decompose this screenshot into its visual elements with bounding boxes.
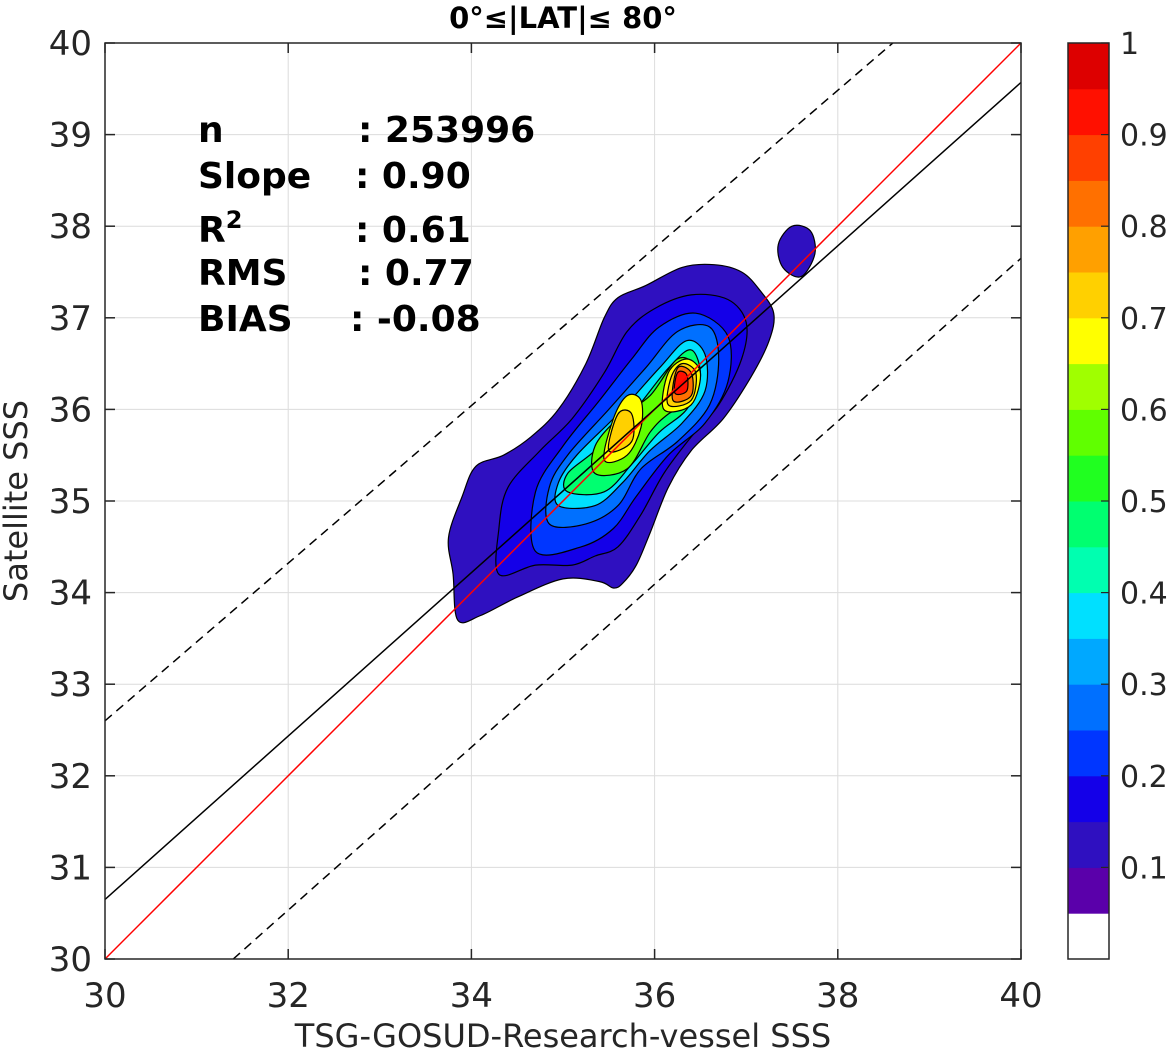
stat-value: : -0.08 — [350, 299, 481, 340]
chart-title: 0°≤|LAT|≤ 80° — [449, 1, 677, 35]
y-tick-label: 38 — [49, 207, 92, 247]
colorbar-cell — [1068, 821, 1109, 868]
colorbar-tick-label: 0.2 — [1120, 760, 1168, 795]
colorbar-cell — [1068, 226, 1109, 273]
colorbar-cell — [1068, 867, 1109, 914]
x-tick-label: 40 — [999, 976, 1042, 1016]
x-tick-label: 36 — [633, 976, 676, 1016]
y-tick-label: 37 — [49, 299, 92, 339]
y-tick-label: 35 — [49, 482, 92, 522]
stat-superscript: 2 — [226, 206, 243, 234]
grid — [104, 42, 1022, 960]
stat-label: BIAS — [198, 299, 293, 340]
colorbar-tick-label: 0.6 — [1120, 393, 1168, 428]
colorbar-cell — [1068, 409, 1109, 456]
y-tick-label: 32 — [49, 757, 92, 797]
colorbar-cell — [1068, 272, 1109, 319]
colorbar-cell — [1068, 180, 1109, 227]
colorbar-cell — [1068, 592, 1109, 639]
x-tick-label: 38 — [816, 976, 859, 1016]
colorbar-cell — [1068, 546, 1109, 594]
colorbar-cell — [1068, 501, 1109, 548]
colorbar-tick-label: 0.5 — [1120, 485, 1168, 520]
colorbar-cell — [1068, 730, 1109, 777]
reference-lines — [105, 43, 1021, 959]
stat-value: : 253996 — [358, 110, 535, 151]
colorbar-cell — [1068, 684, 1109, 731]
colorbar-tick-label: 0.8 — [1120, 210, 1168, 245]
stat-label: Slope — [198, 156, 311, 197]
stat-value: : 0.77 — [358, 253, 474, 294]
one-to-one-line — [105, 43, 1021, 959]
colorbar-tick-label: 0.3 — [1120, 668, 1168, 703]
y-tick-label: 30 — [49, 940, 92, 980]
stat-label: n — [198, 110, 224, 151]
y-tick-label: 40 — [49, 24, 92, 64]
x-tick-label: 32 — [267, 976, 310, 1016]
colorbar-cell — [1068, 134, 1109, 181]
density-contours — [447, 224, 816, 624]
contour-band — [777, 224, 816, 278]
axis-ticks: 30 32 34 36 38 40 30 31 32 33 34 35 36 37 38 39 40 — [49, 24, 1043, 1016]
colorbar: 0.1 0.2 0.3 0.4 0.5 0.6 0.7 0.8 0.9 1 — [1067, 27, 1168, 960]
colorbar-tick-label: 0.1 — [1120, 851, 1168, 886]
contour-band — [607, 409, 635, 453]
colorbar-tick-label: 1 — [1120, 27, 1139, 62]
regression-line — [105, 81, 1021, 901]
y-tick-label: 34 — [49, 574, 92, 614]
y-tick-label: 33 — [49, 665, 92, 705]
colorbar-cell — [1068, 43, 1109, 90]
colorbar-tick-label: 0.4 — [1120, 577, 1168, 612]
y-tick-label: 36 — [49, 390, 92, 430]
stat-value: : 0.90 — [355, 156, 471, 197]
upper-bound-line — [105, 43, 894, 722]
y-tick-label: 31 — [49, 848, 92, 888]
x-tick-label: 34 — [450, 976, 493, 1016]
colorbar-cell — [1068, 455, 1109, 502]
colorbar-cell — [1068, 913, 1109, 960]
colorbar-cell — [1068, 317, 1109, 365]
colorbar-cell — [1068, 775, 1109, 823]
colorbar-cell — [1068, 638, 1109, 685]
colorbar-tick-label: 0.9 — [1120, 119, 1168, 154]
stat-label: RMS — [198, 253, 287, 294]
y-axis-label: Satellite SSS — [0, 400, 35, 602]
colorbar-cell — [1068, 88, 1109, 136]
x-tick-label: 30 — [83, 976, 126, 1016]
colorbar-cell — [1068, 363, 1109, 410]
stat-value: : 0.61 — [355, 210, 471, 251]
colorbar-tick-label: 0.7 — [1120, 302, 1168, 337]
lower-bound-line — [232, 257, 1021, 959]
y-tick-label: 39 — [49, 116, 92, 156]
x-axis-label: TSG-GOSUD-Research-vessel SSS — [294, 1017, 831, 1055]
